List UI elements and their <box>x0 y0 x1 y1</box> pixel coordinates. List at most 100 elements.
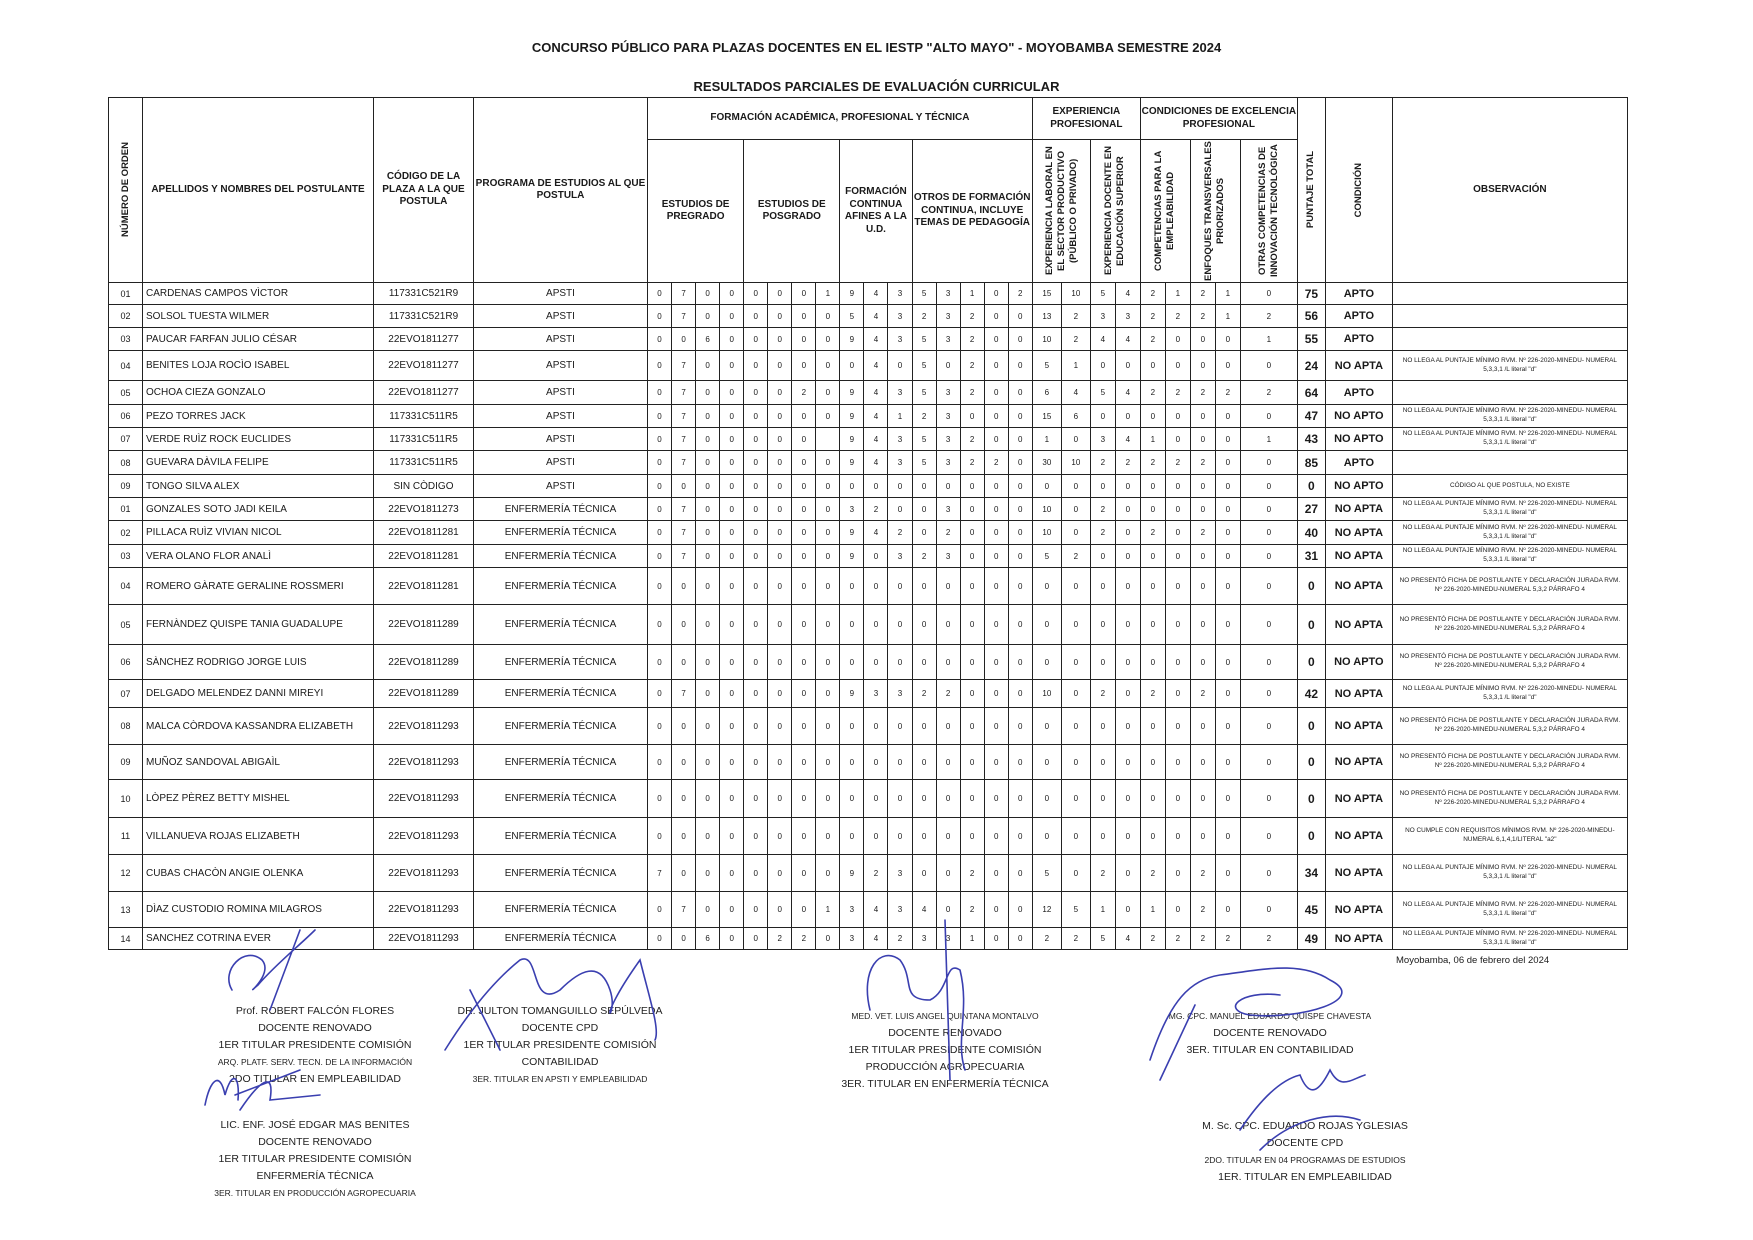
score-cell: 5 <box>911 427 937 451</box>
score-cell: 2 <box>1189 380 1216 405</box>
applicant-name: ROMERO GÀRATE GERALINE ROSSMERI <box>142 567 374 605</box>
total-score: 31 <box>1296 544 1326 568</box>
score-cell: 0 <box>815 744 841 780</box>
condition-status: NO APTO <box>1324 644 1393 680</box>
score-cell: 0 <box>1189 350 1216 381</box>
score-cell: 0 <box>719 404 745 428</box>
score-cell: 0 <box>1089 707 1116 745</box>
row-number: 06 <box>108 644 143 680</box>
score-cell: 0 <box>911 644 937 680</box>
score-cell: 2 <box>911 544 937 568</box>
score-cell: 0 <box>1007 304 1033 328</box>
score-cell: 4 <box>863 404 889 428</box>
document-title: CONCURSO PÚBLICO PARA PLAZAS DOCENTES EN… <box>531 40 1222 55</box>
signatory-line: DOCENTE RENOVADO <box>1213 1027 1327 1039</box>
score-cell: 0 <box>743 707 769 745</box>
score-cell: 0 <box>1189 817 1216 855</box>
applicant-name: PAUCAR FARFAN JULIO CÉSAR <box>142 327 374 351</box>
score-cell: 10 <box>1060 450 1091 475</box>
signatory-line: CONTABILIDAD <box>521 1056 599 1068</box>
observation: NO LLEGA AL PUNTAJE MÍNIMO RVM. Nº 226-2… <box>1391 891 1628 928</box>
score-cell: 0 <box>646 891 673 928</box>
score-cell: 0 <box>767 604 793 645</box>
score-cell: 7 <box>646 854 673 892</box>
score-cell: 2 <box>1060 327 1091 351</box>
score-cell: 2 <box>1060 304 1091 328</box>
score-cell: 0 <box>646 744 673 780</box>
score-cell: 10 <box>1031 520 1062 545</box>
header-pregrado: ESTUDIOS DE PREGRADO <box>646 139 745 283</box>
score-cell: 2 <box>1060 927 1091 950</box>
score-cell: 7 <box>671 404 697 428</box>
score-cell: 2 <box>1164 450 1191 475</box>
score-cell: 0 <box>1060 474 1091 498</box>
condition-status: NO APTA <box>1324 567 1393 605</box>
signatory-line: 2DO. TITULAR EN 04 PROGRAMAS DE ESTUDIOS <box>1204 1155 1406 1165</box>
observation: NO LLEGA AL PUNTAJE MÍNIMO RVM. Nº 226-2… <box>1391 404 1628 428</box>
applicant-name: MUÑOZ SANDOVAL ABIGAÌL <box>142 744 374 780</box>
score-cell: 0 <box>1239 707 1298 745</box>
score-cell: 9 <box>839 854 865 892</box>
score-cell: 3 <box>887 427 913 451</box>
score-cell: 0 <box>863 744 889 780</box>
score-cell: 0 <box>719 350 745 381</box>
score-cell: 0 <box>646 520 673 545</box>
score-cell: 10 <box>1031 327 1062 351</box>
score-cell: 0 <box>719 520 745 545</box>
score-cell: 2 <box>1139 854 1166 892</box>
score-cell: 0 <box>646 779 673 818</box>
condition-status: NO APTA <box>1324 817 1393 855</box>
score-cell: 0 <box>815 520 841 545</box>
condition-status: APTO <box>1324 327 1393 351</box>
score-cell: 0 <box>671 927 697 950</box>
score-cell: 0 <box>983 779 1009 818</box>
score-cell: 0 <box>1089 644 1116 680</box>
study-program: APSTI <box>473 304 648 328</box>
score-cell: 0 <box>671 567 697 605</box>
applicant-name: PEZO TORRES JACK <box>142 404 374 428</box>
score-cell: 0 <box>743 404 769 428</box>
score-cell: 0 <box>719 380 745 405</box>
score-cell: 0 <box>959 817 985 855</box>
score-cell: 0 <box>1007 380 1033 405</box>
signatory-line: DOCENTE CPD <box>1266 1137 1344 1149</box>
score-cell: 2 <box>959 350 985 381</box>
score-cell: 3 <box>1089 427 1116 451</box>
score-cell: 0 <box>767 817 793 855</box>
score-cell: 0 <box>791 450 817 475</box>
score-cell: 0 <box>911 817 937 855</box>
score-cell: 4 <box>863 450 889 475</box>
score-cell: 0 <box>719 891 745 928</box>
observation: NO PRESENTÓ FICHA DE POSTULANTE Y DECLAR… <box>1391 567 1628 605</box>
score-cell: 0 <box>1007 779 1033 818</box>
score-cell: 0 <box>671 644 697 680</box>
study-program: ENFERMERÍA TÉCNICA <box>473 520 648 545</box>
score-cell: 0 <box>959 520 985 545</box>
score-cell: 0 <box>1060 744 1091 780</box>
score-cell: 4 <box>863 520 889 545</box>
score-cell: 0 <box>1060 644 1091 680</box>
score-cell: 0 <box>1031 817 1062 855</box>
observation: NO LLEGA AL PUNTAJE MÍNIMO RVM. Nº 226-2… <box>1391 520 1628 545</box>
score-cell: 0 <box>1164 404 1191 428</box>
score-cell: 0 <box>695 744 721 780</box>
signatory-line: DR. JULTON TOMANGUILLO SEPÚLVEDA <box>457 1005 663 1017</box>
score-cell: 0 <box>1214 350 1241 381</box>
score-cell: 6 <box>695 327 721 351</box>
score-cell: 0 <box>1007 327 1033 351</box>
score-cell: 0 <box>959 779 985 818</box>
score-cell: 2 <box>1089 497 1116 521</box>
score-cell: 3 <box>935 380 961 405</box>
score-cell: 0 <box>719 282 745 305</box>
score-cell: 0 <box>1214 474 1241 498</box>
position-code: 22EVO1811293 <box>373 744 474 780</box>
score-cell: 3 <box>935 404 961 428</box>
score-cell: 3 <box>935 450 961 475</box>
signatory-line: DOCENTE RENOVADO <box>258 1022 372 1034</box>
signatory-line: 1ER TITULAR PRESIDENTE COMISIÓN <box>218 1039 412 1051</box>
score-cell: 5 <box>839 304 865 328</box>
score-cell: 0 <box>743 891 769 928</box>
score-cell: 0 <box>839 644 865 680</box>
applicant-name: SÀNCHEZ RODRIGO JORGE LUIS <box>142 644 374 680</box>
signatory-line: 3ER. TITULAR EN ENFERMERÍA TÉCNICA <box>841 1078 1049 1090</box>
